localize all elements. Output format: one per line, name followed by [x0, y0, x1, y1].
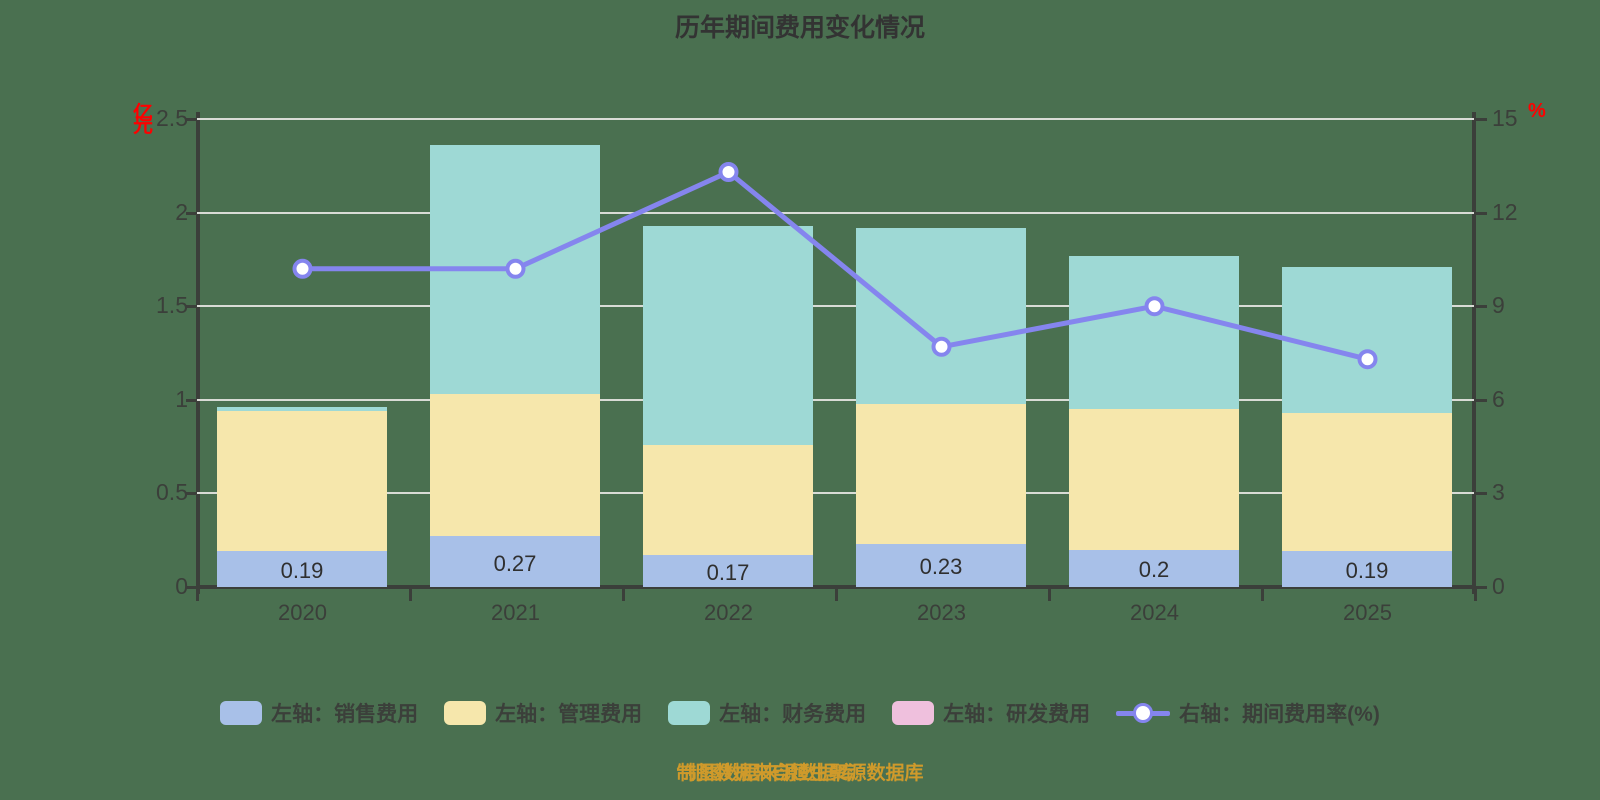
- legend-item[interactable]: 左轴：管理费用: [444, 698, 642, 728]
- x-axis-tick-label: 2020: [278, 600, 327, 625]
- right-axis-tick-label: 15: [1492, 105, 1518, 131]
- bar-segment[interactable]: [430, 536, 600, 587]
- plot-area: 0.19 0.27 0.17 0.23 0.2 0.19: [196, 119, 1474, 587]
- legend-line-marker-rate: [1116, 701, 1171, 725]
- legend-swatch-admin: [444, 701, 487, 725]
- right-axis-tick: [1476, 118, 1487, 121]
- left-axis-tick-label: 1: [175, 385, 188, 412]
- left-axis-unit-label: 亿元: [133, 103, 153, 138]
- bar-value-label: 0.19: [1345, 558, 1389, 584]
- footer-note-overlay-text: 制图数据来源数据库: [684, 763, 856, 784]
- legend-item-label: 左轴：销售费用: [271, 703, 419, 726]
- bar-group[interactable]: 0.17: [643, 119, 813, 587]
- bar-segment[interactable]: [430, 145, 600, 395]
- bar-value-label: 0.2: [1138, 557, 1170, 583]
- right-axis-tick: [1476, 211, 1487, 215]
- bar-segment[interactable]: [1282, 412, 1452, 552]
- x-axis-tick: [835, 589, 838, 601]
- legend-line-dot: [1133, 703, 1154, 723]
- left-axis-tick-label: 2: [175, 198, 188, 225]
- x-axis-tick: [409, 589, 412, 601]
- bar-segment[interactable]: [856, 543, 1026, 587]
- page-title: 历年期间费用变化情况: [674, 14, 925, 42]
- legend-item-label: 左轴：管理费用: [495, 703, 643, 726]
- bar-segment[interactable]: [856, 403, 1026, 544]
- footer-note-text-wrap: 制图数据来自恒生聚源数据库 制图数据来源数据库: [676, 758, 923, 785]
- legend-item-label: 左轴：财务费用: [719, 703, 867, 726]
- x-axis-tick: [1474, 589, 1477, 601]
- bar-group[interactable]: 0.19: [1282, 119, 1452, 587]
- right-axis-line: [1472, 112, 1476, 594]
- left-axis-tick: [186, 398, 197, 402]
- legend-item[interactable]: 左轴：研发费用: [892, 698, 1090, 728]
- left-axis-tick: [186, 211, 197, 215]
- bar-segment[interactable]: [643, 225, 813, 445]
- bar-segment[interactable]: [430, 394, 600, 537]
- gridline: [196, 118, 1474, 120]
- right-axis-tick-label: 9: [1492, 292, 1505, 319]
- bar-group[interactable]: 0.23: [856, 119, 1026, 587]
- x-axis-tick-label: 2024: [1130, 600, 1179, 625]
- left-axis-tick-label: 0: [175, 573, 188, 599]
- bar-value-label: 0.23: [919, 554, 963, 580]
- gridline: [196, 492, 1474, 495]
- legend-swatch-finance: [668, 701, 711, 725]
- right-axis-tick-label: 6: [1492, 385, 1505, 412]
- legend-item-label: 左轴：研发费用: [943, 703, 1091, 726]
- legend-item[interactable]: 右轴：期间费用率(%): [1116, 698, 1380, 728]
- left-axis-tick: [186, 492, 197, 496]
- bar-group[interactable]: 0.19: [217, 119, 387, 587]
- gridline: [196, 398, 1474, 401]
- x-axis-tick-label: 2022: [704, 600, 753, 625]
- right-axis-tick: [1476, 305, 1487, 309]
- left-axis-tick-label: 2.5: [156, 105, 188, 131]
- right-axis-tick: [1476, 398, 1487, 402]
- bar-value-label: 0.19: [280, 558, 324, 584]
- legend-swatch-sales: [220, 701, 263, 725]
- footer-note-text: 制图数据来自恒生聚源数据库: [676, 763, 924, 784]
- right-axis-unit-label: %: [1528, 100, 1546, 122]
- right-axis-tick: [1476, 586, 1487, 589]
- bar-segment[interactable]: [1282, 551, 1452, 587]
- bar-segment[interactable]: [643, 444, 813, 556]
- bar-segment[interactable]: [1069, 549, 1239, 587]
- left-axis-tick: [186, 118, 197, 121]
- legend-swatch-rd: [892, 701, 935, 725]
- right-axis-tick-label: 3: [1492, 479, 1505, 506]
- bar-value-label: 0.17: [706, 560, 750, 586]
- bar-value-label: 0.27: [493, 550, 537, 576]
- bar-segment[interactable]: [1069, 255, 1239, 410]
- left-axis-tick: [186, 305, 197, 309]
- chart-legend: 左轴：销售费用 左轴：管理费用 左轴：财务费用 左轴：研发费用 右轴：期间费用率(%): [0, 698, 1600, 728]
- bar-segment[interactable]: [217, 407, 387, 412]
- bar-segment[interactable]: [217, 411, 387, 552]
- x-axis-line: [196, 585, 1476, 589]
- left-axis-tick-label: 0.5: [156, 479, 188, 506]
- bar-segment[interactable]: [1282, 266, 1452, 413]
- x-axis-tick: [196, 589, 199, 601]
- left-axis-line: [196, 112, 200, 594]
- left-axis-tick-label: 1.5: [156, 292, 188, 319]
- bar-segment[interactable]: [1069, 409, 1239, 550]
- bar-group[interactable]: 0.27: [430, 119, 600, 587]
- x-axis-tick: [622, 589, 625, 601]
- bar-segment[interactable]: [217, 551, 387, 587]
- bar-group[interactable]: 0.2: [1069, 119, 1239, 587]
- bar-segment[interactable]: [643, 555, 813, 587]
- x-axis-tick: [1261, 589, 1264, 601]
- right-axis-tick-label: 0: [1492, 573, 1505, 599]
- x-axis-tick: [1048, 589, 1051, 601]
- legend-item-label: 右轴：期间费用率(%): [1179, 703, 1380, 726]
- legend-item[interactable]: 左轴：财务费用: [668, 698, 866, 728]
- right-axis-tick: [1476, 492, 1487, 496]
- left-axis-tick: [186, 586, 197, 589]
- x-axis-tick-label: 2021: [491, 600, 540, 625]
- bar-segment[interactable]: [856, 227, 1026, 404]
- footer-note: 制图数据来自恒生聚源数据库 制图数据来源数据库: [0, 758, 1600, 785]
- right-axis-tick-label: 12: [1492, 198, 1518, 225]
- legend-item[interactable]: 左轴：销售费用: [220, 698, 418, 728]
- x-axis-tick-label: 2023: [917, 600, 966, 625]
- x-axis-tick-label: 2025: [1343, 600, 1392, 625]
